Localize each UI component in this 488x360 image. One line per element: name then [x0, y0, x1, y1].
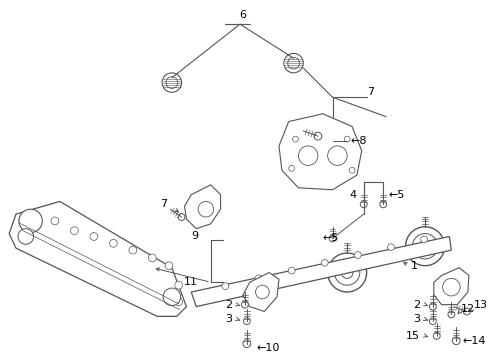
Circle shape	[428, 303, 435, 310]
Text: 2: 2	[412, 300, 419, 310]
Circle shape	[287, 267, 294, 274]
Text: 6: 6	[239, 10, 246, 20]
Circle shape	[18, 229, 34, 244]
Circle shape	[334, 260, 359, 285]
Circle shape	[411, 234, 437, 259]
Circle shape	[51, 217, 59, 225]
Text: 3: 3	[412, 314, 419, 324]
Circle shape	[255, 285, 269, 299]
Circle shape	[418, 240, 430, 252]
Circle shape	[354, 252, 361, 258]
Circle shape	[198, 202, 213, 217]
Circle shape	[442, 278, 459, 296]
Circle shape	[283, 53, 303, 73]
Circle shape	[288, 165, 294, 171]
Text: 2: 2	[224, 300, 232, 310]
Circle shape	[387, 244, 394, 251]
Text: 12: 12	[460, 303, 474, 314]
Text: ←14: ←14	[461, 336, 485, 346]
Circle shape	[428, 318, 435, 325]
Text: 7: 7	[366, 87, 373, 97]
Text: 13: 13	[473, 300, 487, 310]
Circle shape	[70, 227, 78, 235]
Circle shape	[344, 136, 349, 142]
Circle shape	[129, 246, 137, 254]
Circle shape	[164, 262, 172, 270]
Circle shape	[348, 167, 354, 173]
Circle shape	[432, 332, 439, 339]
Circle shape	[341, 267, 352, 278]
Circle shape	[243, 340, 250, 347]
Circle shape	[313, 132, 321, 140]
Circle shape	[174, 298, 182, 306]
Circle shape	[447, 311, 454, 318]
Text: ←5: ←5	[387, 190, 404, 199]
Circle shape	[327, 146, 346, 165]
Circle shape	[165, 77, 177, 89]
Text: 4: 4	[349, 190, 356, 199]
Circle shape	[420, 236, 427, 243]
Text: ←8: ←8	[349, 136, 366, 146]
Text: 1: 1	[409, 261, 417, 271]
Polygon shape	[191, 237, 450, 307]
Circle shape	[327, 253, 366, 292]
Circle shape	[222, 283, 228, 289]
Text: 15: 15	[406, 331, 419, 341]
Circle shape	[405, 227, 444, 266]
Circle shape	[109, 239, 117, 247]
Polygon shape	[9, 202, 186, 316]
Polygon shape	[433, 267, 468, 305]
Circle shape	[163, 288, 180, 306]
Circle shape	[148, 254, 156, 262]
Circle shape	[287, 57, 299, 69]
Text: ←5: ←5	[322, 233, 339, 243]
Circle shape	[162, 73, 181, 93]
Circle shape	[255, 275, 262, 282]
Circle shape	[298, 146, 317, 165]
Polygon shape	[243, 273, 278, 311]
Text: 9: 9	[191, 231, 198, 242]
Text: 3: 3	[225, 314, 232, 324]
Circle shape	[321, 259, 327, 266]
Circle shape	[19, 209, 42, 233]
Text: 11: 11	[184, 277, 198, 287]
Text: ←10: ←10	[256, 342, 279, 352]
Circle shape	[32, 223, 40, 231]
Circle shape	[379, 201, 386, 208]
Circle shape	[360, 201, 366, 208]
Circle shape	[178, 213, 184, 220]
Circle shape	[292, 136, 298, 142]
Circle shape	[174, 281, 182, 289]
Text: 7: 7	[160, 199, 166, 210]
Circle shape	[243, 318, 250, 325]
Circle shape	[90, 233, 98, 240]
Circle shape	[451, 337, 459, 345]
Circle shape	[463, 308, 469, 315]
Polygon shape	[184, 185, 220, 229]
Circle shape	[328, 235, 335, 242]
Circle shape	[241, 301, 248, 308]
Polygon shape	[278, 114, 361, 190]
